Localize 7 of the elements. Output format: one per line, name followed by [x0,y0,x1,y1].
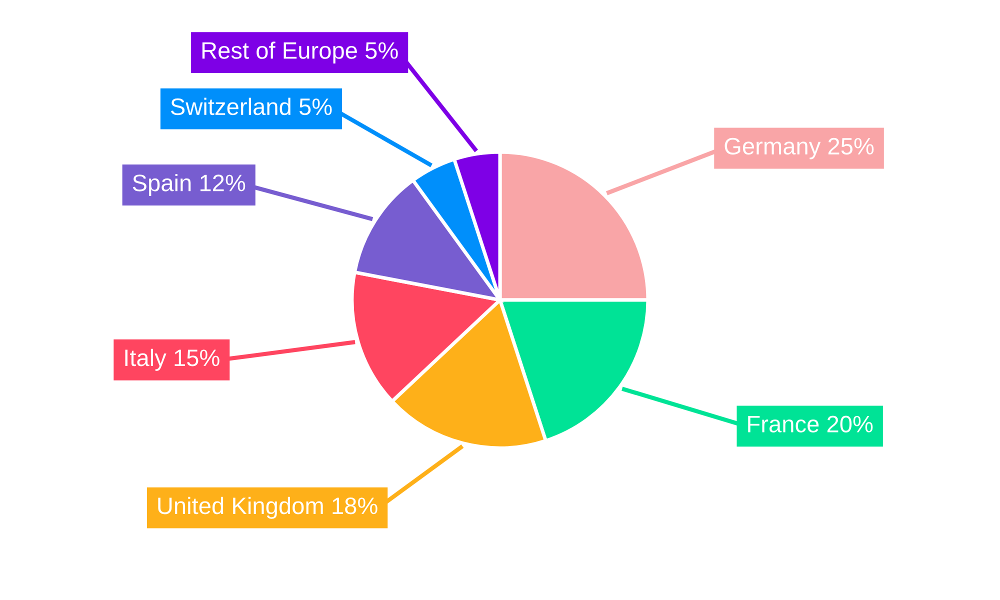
slice-label: Spain 12% [132,174,246,196]
slice-label: Germany 25% [724,138,874,160]
slice-label: France 20% [748,416,873,432]
slice-label: Italy 15% [125,348,220,371]
slice-label: Rest of Europe 5% [202,42,398,64]
slice-label: Switzerland 5% [170,98,332,116]
slice-label: United Kingdom 18% [158,496,378,519]
